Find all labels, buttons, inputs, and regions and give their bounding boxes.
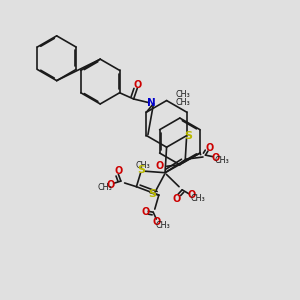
Text: S: S	[148, 189, 157, 199]
Text: CH₃: CH₃	[155, 221, 170, 230]
Text: O: O	[107, 180, 115, 190]
Text: S: S	[184, 130, 192, 140]
Text: O: O	[205, 143, 213, 153]
Text: O: O	[188, 190, 196, 200]
Text: CH₃: CH₃	[176, 90, 191, 99]
Text: CH₃: CH₃	[98, 183, 113, 192]
Text: CH₃: CH₃	[136, 161, 150, 170]
Text: CH₃: CH₃	[214, 156, 229, 165]
Text: O: O	[155, 160, 164, 171]
Text: O: O	[141, 207, 149, 217]
Text: O: O	[134, 80, 142, 90]
Text: N: N	[147, 98, 156, 108]
Text: O: O	[114, 166, 122, 176]
Text: CH₃: CH₃	[190, 194, 205, 203]
Text: O: O	[172, 194, 181, 204]
Text: S: S	[138, 165, 146, 175]
Text: O: O	[212, 153, 220, 163]
Text: CH₃: CH₃	[176, 98, 191, 107]
Text: O: O	[153, 217, 161, 227]
